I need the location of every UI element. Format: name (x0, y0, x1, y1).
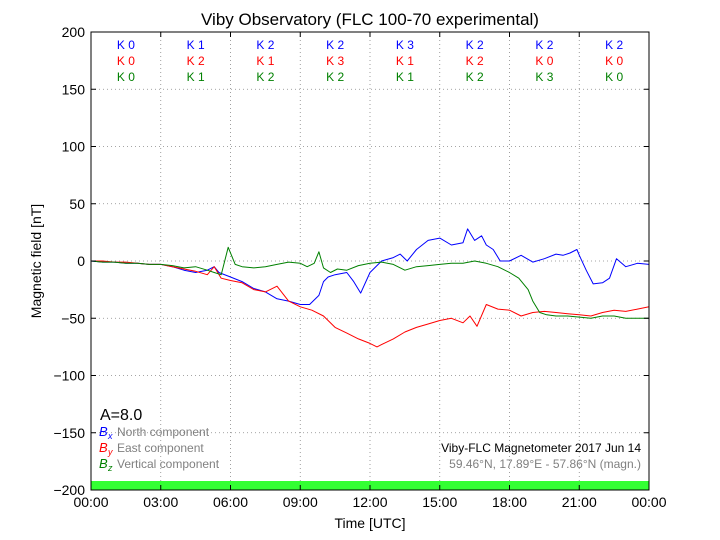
k-index-label: K 1 (396, 70, 414, 84)
k-index-label: K 2 (256, 70, 274, 84)
legend-subscript: z (107, 463, 113, 473)
x-tick-label: 09:00 (283, 494, 318, 510)
k-index-label: K 2 (326, 38, 344, 52)
series-line-vertical (90, 246, 649, 319)
x-tick-label: 00:00 (73, 494, 108, 510)
x-tick-label: 18:00 (492, 494, 527, 510)
axis-ticks: 00:00 03:00 06:00 09:00 12:00 15:00 18:00 21:00… (53, 24, 666, 510)
k-index-label: K 2 (605, 38, 623, 52)
y-axis-label: Magnetic field [nT] (28, 204, 44, 318)
legend-symbol: B (99, 456, 108, 471)
chart-title: Viby Observatory (FLC 100-70 experimenta… (201, 10, 539, 29)
k-index-label: K 1 (187, 70, 205, 84)
k-index-label: K 0 (117, 38, 135, 52)
x-tick-label: 00:00 (631, 494, 666, 510)
legend-text: Vertical component (117, 457, 220, 471)
y-tick-label: 150 (62, 81, 86, 97)
y-tick-label: −200 (53, 482, 85, 498)
k-index-label: K 2 (187, 54, 205, 68)
k-index-label: K 2 (256, 38, 274, 52)
k-index-label: K 3 (326, 54, 344, 68)
k-index-label: K 2 (466, 54, 484, 68)
x-tick-label: 12:00 (352, 494, 387, 510)
x-tick-label: 06:00 (213, 494, 248, 510)
x-axis-label: Time [UTC] (334, 515, 405, 531)
k-index-table: K 0 K 1 K 2 K 2 K 3 K 2 K 2 K 2 K 0 K 2 K 1 K 3 K 1 K… (117, 38, 624, 84)
y-tick-label: 100 (62, 139, 86, 155)
k-index-label: K 0 (605, 70, 623, 84)
k-index-label: K 0 (605, 54, 623, 68)
legend-subscript: x (107, 431, 113, 441)
x-tick-label: 03:00 (143, 494, 178, 510)
x-tick-label: 21:00 (562, 494, 597, 510)
y-tick-label: 200 (62, 24, 86, 40)
legend-subscript: y (107, 447, 113, 457)
k-index-label: K 0 (117, 54, 135, 68)
x-tick-label: 15:00 (422, 494, 457, 510)
legend-text: East component (117, 441, 204, 455)
k-index-label: K 0 (535, 54, 553, 68)
y-tick-label: −150 (53, 425, 85, 441)
y-tick-label: −50 (61, 310, 85, 326)
k-index-label: K 3 (535, 70, 553, 84)
k-index-label: K 2 (535, 38, 553, 52)
k-index-label: K 2 (466, 70, 484, 84)
y-tick-label: −100 (53, 368, 85, 384)
grid-lines (91, 32, 649, 490)
a-index-label: A=8.0 (100, 407, 142, 424)
magnetometer-info: Viby-FLC Magnetometer 2017 Jun 14 (441, 441, 641, 455)
coordinates-info: 59.46°N, 17.89°E - 57.86°N (magn.) (449, 457, 641, 471)
k-index-label: K 1 (256, 54, 274, 68)
k-index-label: K 2 (466, 38, 484, 52)
y-tick-label: 50 (69, 196, 85, 212)
k-index-label: K 1 (187, 38, 205, 52)
data-series (90, 228, 650, 348)
k-index-label: K 2 (326, 70, 344, 84)
legend-symbol: B (99, 424, 108, 439)
k-index-label: K 0 (117, 70, 135, 84)
legend-symbol: B (99, 440, 108, 455)
k-index-label: K 1 (396, 54, 414, 68)
legend-text: North component (117, 425, 210, 439)
y-tick-label: 0 (77, 253, 85, 269)
k-index-label: K 3 (396, 38, 414, 52)
series-line-east (91, 260, 650, 348)
